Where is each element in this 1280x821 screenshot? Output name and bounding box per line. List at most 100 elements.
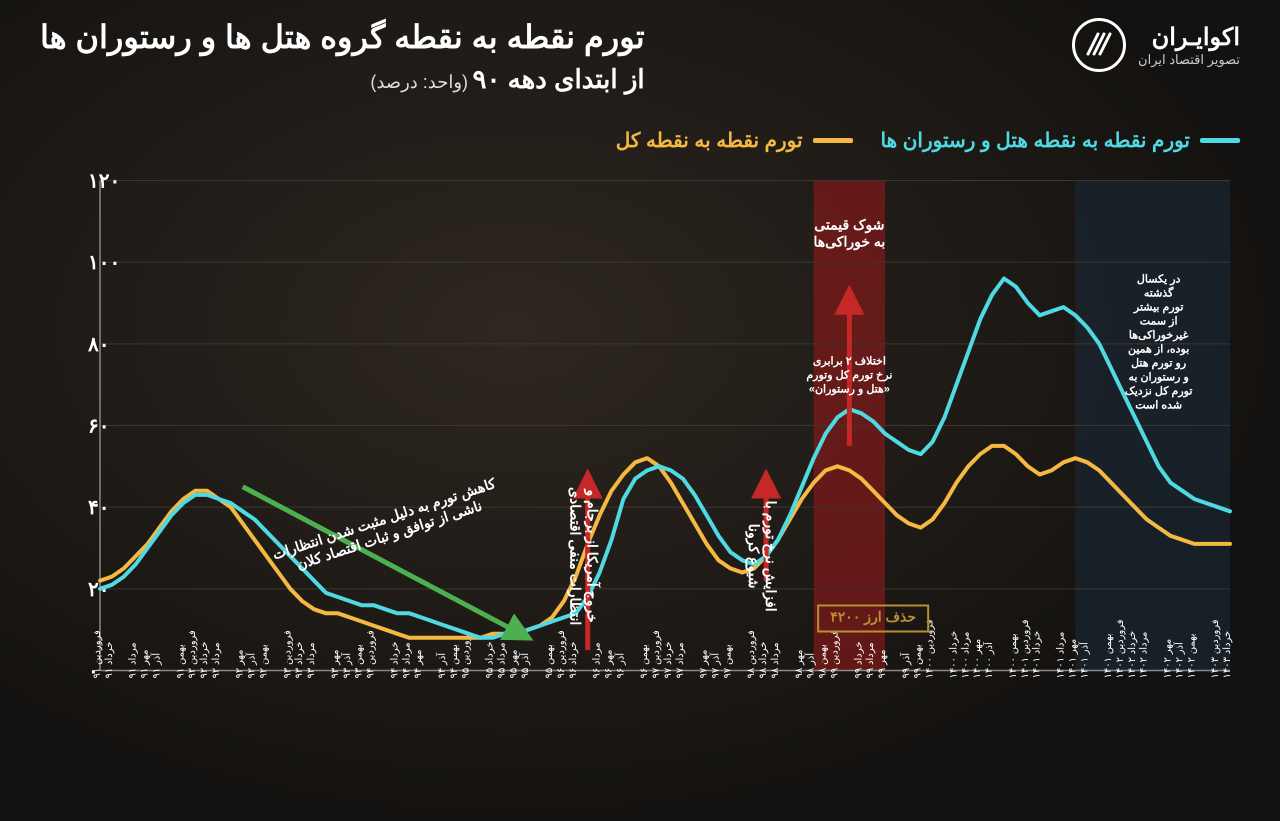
legend-label: تورم نقطه به نقطه کل (616, 128, 803, 153)
svg-text:مرداد ۱۴۰۱: مرداد ۱۴۰۱ (1055, 632, 1066, 679)
svg-text:«هتل و رستوران»: «هتل و رستوران» (809, 383, 890, 395)
svg-text:آذر ۱۴۰۰: آذر ۱۴۰۰ (982, 641, 995, 679)
header: اکوایـران تصویر اقتصاد ایران تورم نقطه ب… (40, 18, 1240, 95)
svg-text:بهمن ۱۴۰۰: بهمن ۱۴۰۰ (1008, 633, 1019, 678)
svg-text:مهر ۹۳: مهر ۹۳ (330, 649, 341, 678)
svg-text:بوده، از همین: بوده، از همین (1128, 344, 1189, 356)
chart-title: تورم نقطه به نقطه گروه هتل ها و رستوران … (40, 18, 645, 56)
svg-text:خرداد ۹۸: خرداد ۹۸ (758, 642, 769, 679)
svg-text:و رستوران به: و رستوران به (1128, 372, 1188, 384)
svg-text:مهر ۹۸: مهر ۹۸ (794, 649, 805, 678)
svg-text:مهر ۹۱: مهر ۹۱ (140, 649, 151, 678)
logo-icon (1072, 18, 1126, 72)
legend-item-total: تورم نقطه به نقطه کل (616, 128, 853, 153)
chart-unit: (واحد: درصد) (370, 72, 468, 92)
svg-text:بهمن ۱۴۰۱: بهمن ۱۴۰۱ (1103, 633, 1114, 678)
svg-text:مهر ۹۹: مهر ۹۹ (877, 649, 888, 678)
svg-text:غیرخوراکی‌ها: غیرخوراکی‌ها (1129, 330, 1189, 342)
svg-text:۴۰: ۴۰ (88, 497, 109, 519)
svg-text:شیوع کرونا: شیوع کرونا (745, 524, 762, 589)
chart-subtitle: از ابتدای دهه ۹۰ (473, 64, 645, 94)
svg-text:آذر ۹۱: آذر ۹۱ (149, 652, 162, 679)
svg-text:۸۰: ۸۰ (87, 334, 109, 356)
svg-text:مرداد ۹۶: مرداد ۹۶ (592, 642, 603, 678)
svg-text:بهمن ۹۵: بهمن ۹۵ (544, 644, 555, 678)
legend: تورم نقطه به نقطه هتل و رستوران ها تورم … (616, 128, 1240, 153)
svg-text:شوک قیمتی: شوک قیمتی (814, 217, 884, 234)
brand-logo: اکوایـران تصویر اقتصاد ایران (1072, 18, 1240, 72)
svg-text:آذر ۹۶: آذر ۹۶ (613, 652, 626, 679)
svg-text:فروردین ۱۴۰۲: فروردین ۱۴۰۲ (1115, 619, 1126, 678)
svg-text:مهر ۹۴: مهر ۹۴ (413, 649, 424, 678)
svg-text:رو تورم هتل: رو تورم هتل (1131, 358, 1186, 370)
svg-text:خروج آمریکا از برجام و: خروج آمریکا از برجام و (584, 488, 602, 622)
svg-text:آذر ۹۹: آذر ۹۹ (899, 652, 912, 679)
svg-text:فروردین ۱۴۰۳: فروردین ۱۴۰۳ (1210, 619, 1221, 678)
svg-text:خرداد ۹۴: خرداد ۹۴ (389, 642, 400, 679)
svg-text:خرداد ۱۴۰۳: خرداد ۱۴۰۳ (1222, 631, 1233, 679)
svg-text:بهمن ۹۳: بهمن ۹۳ (354, 644, 365, 678)
svg-text:فروردین ۹۳: فروردین ۹۳ (282, 630, 293, 679)
svg-text:انتظارات منفی اقتصادی: انتظارات منفی اقتصادی (567, 487, 584, 625)
svg-text:خرداد ۹۶: خرداد ۹۶ (568, 642, 579, 679)
legend-label: تورم نقطه به نقطه هتل و رستوران ها (881, 128, 1190, 153)
svg-text:تورم کل نزدیک: تورم کل نزدیک (1125, 386, 1192, 398)
svg-text:فروردین ۱۴۰۱: فروردین ۱۴۰۱ (1020, 619, 1031, 678)
logo-title: اکوایـران (1138, 23, 1240, 52)
svg-text:خرداد ۱۴۰۰: خرداد ۱۴۰۰ (948, 631, 959, 679)
svg-text:۶۰: ۶۰ (88, 416, 109, 438)
legend-swatch (1200, 138, 1240, 143)
svg-text:فروردین ۹۱: فروردین ۹۱ (92, 630, 103, 679)
svg-text:بهمن ۹۷: بهمن ۹۷ (722, 644, 733, 678)
svg-text:خرداد ۱۴۰۱: خرداد ۱۴۰۱ (1032, 631, 1043, 679)
svg-text:مهر ۱۴۰۱: مهر ۱۴۰۱ (1067, 639, 1078, 679)
svg-text:آذر ۹۵: آذر ۹۵ (518, 652, 531, 679)
svg-text:مرداد ۹۱: مرداد ۹۱ (128, 642, 139, 678)
svg-text:خرداد ۱۴۰۲: خرداد ۱۴۰۲ (1127, 631, 1138, 679)
svg-text:بهمن ۹۶: بهمن ۹۶ (639, 644, 650, 678)
svg-text:آذر ۹۴: آذر ۹۴ (435, 652, 448, 679)
legend-item-hotel: تورم نقطه به نقطه هتل و رستوران ها (881, 128, 1240, 153)
svg-text:در یکسال: در یکسال (1137, 274, 1181, 286)
logo-subtitle: تصویر اقتصاد ایران (1138, 52, 1240, 68)
svg-text:خرداد ۹۷: خرداد ۹۷ (663, 642, 674, 679)
svg-text:مرداد ۹۴: مرداد ۹۴ (401, 642, 412, 678)
svg-text:مرداد ۹۹: مرداد ۹۹ (865, 642, 876, 678)
svg-text:نرخ تورم کل وتورم: نرخ تورم کل وتورم (806, 369, 892, 381)
svg-text:شده است: شده است (1135, 400, 1182, 412)
svg-text:فروردین ۹۹: فروردین ۹۹ (829, 630, 840, 679)
svg-text:۱۲۰: ۱۲۰ (88, 171, 120, 193)
svg-text:به خوراکی‌ها: به خوراکی‌ها (813, 234, 885, 251)
svg-text:مهر ۱۴۰۲: مهر ۱۴۰۲ (1163, 639, 1174, 679)
svg-text:افزایش نرخ تورم با: افزایش نرخ تورم با (762, 501, 779, 612)
svg-text:بهمن ۹۲: بهمن ۹۲ (259, 644, 270, 678)
svg-text:گذشته: گذشته (1144, 286, 1174, 300)
svg-text:بهمن ۹۹: بهمن ۹۹ (913, 644, 924, 678)
svg-text:فروردین ۹۲: فروردین ۹۲ (187, 630, 198, 679)
svg-text:تورم بیشتر: تورم بیشتر (1133, 302, 1184, 314)
svg-text:خرداد ۹۵: خرداد ۹۵ (485, 642, 496, 679)
svg-text:مرداد ۱۴۰۲: مرداد ۱۴۰۲ (1139, 632, 1150, 679)
svg-text:آذر ۹۸: آذر ۹۸ (804, 652, 817, 679)
svg-text:۱۰۰: ۱۰۰ (88, 252, 120, 274)
chart-area: ۰۲۰۴۰۶۰۸۰۱۰۰۱۲۰فروردین ۹۱خرداد ۹۱مرداد ۹… (40, 170, 1240, 791)
svg-text:فروردین ۹۶: فروردین ۹۶ (556, 630, 567, 679)
svg-text:مهر ۹۷: مهر ۹۷ (699, 649, 710, 678)
svg-text:بهمن ۹۱: بهمن ۹۱ (175, 644, 186, 678)
svg-text:از سمت: از سمت (1140, 316, 1178, 328)
svg-text:مهر ۹۵: مهر ۹۵ (508, 649, 519, 678)
svg-text:بهمن ۱۴۰۲: بهمن ۱۴۰۲ (1186, 633, 1197, 678)
svg-text:فروردین ۹۴: فروردین ۹۴ (366, 630, 377, 679)
legend-swatch (813, 138, 853, 143)
svg-text:خرداد ۹۱: خرداد ۹۱ (104, 642, 115, 679)
svg-text:آذر ۹۳: آذر ۹۳ (340, 652, 353, 679)
svg-text:مرداد ۹۷: مرداد ۹۷ (675, 642, 686, 678)
svg-text:اختلاف ۲ برابری: اختلاف ۲ برابری (813, 355, 886, 367)
svg-text:حذف ارز ۴۲۰۰: حذف ارز ۴۲۰۰ (830, 609, 916, 626)
svg-text:مرداد ۹۸: مرداد ۹۸ (770, 642, 781, 678)
svg-text:مرداد ۹۵: مرداد ۹۵ (496, 642, 507, 678)
svg-text:آذر ۹۲: آذر ۹۲ (245, 652, 258, 679)
svg-text:مرداد ۱۴۰۰: مرداد ۱۴۰۰ (960, 632, 971, 679)
svg-text:مرداد ۹۲: مرداد ۹۲ (211, 642, 222, 678)
svg-text:مهر ۹۶: مهر ۹۶ (603, 649, 614, 678)
